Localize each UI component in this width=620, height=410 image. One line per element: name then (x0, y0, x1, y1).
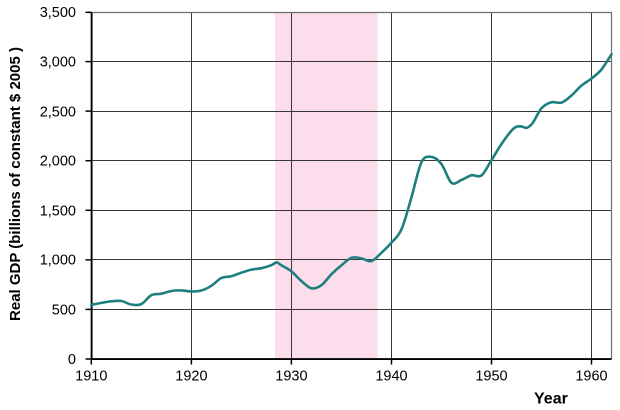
svg-text:1,000: 1,000 (40, 253, 76, 269)
svg-text:2,000: 2,000 (40, 154, 76, 170)
svg-text:1940: 1940 (375, 369, 407, 385)
svg-text:Year: Year (534, 391, 568, 408)
svg-text:500: 500 (52, 303, 76, 319)
svg-text:0: 0 (68, 352, 76, 368)
svg-text:3,000: 3,000 (40, 55, 76, 71)
svg-text:1960: 1960 (575, 369, 607, 385)
svg-text:3,500: 3,500 (40, 5, 76, 21)
svg-text:1930: 1930 (275, 369, 307, 385)
svg-text:1920: 1920 (175, 369, 207, 385)
svg-text:1,500: 1,500 (40, 203, 76, 219)
svg-text:2,500: 2,500 (40, 104, 76, 120)
svg-text:1910: 1910 (75, 369, 107, 385)
svg-text:Real GDP (billions of constant: Real GDP (billions of constant $ 2005 ) (7, 47, 24, 321)
svg-text:1950: 1950 (475, 369, 507, 385)
